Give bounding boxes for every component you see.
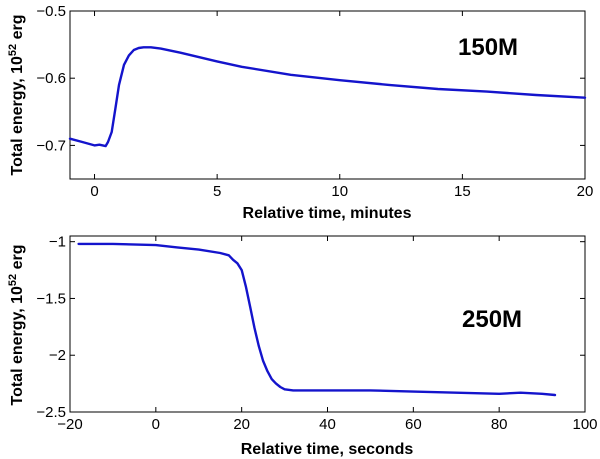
y-ticks-250m: −2.5 −2 −1.5 −1 <box>36 234 585 421</box>
y-tick-label: −0.5 <box>36 3 66 20</box>
y-axis-label-150m: Total energy, 1052 erg <box>7 14 26 175</box>
x-tick-label: 20 <box>233 416 250 433</box>
x-tick-label: 60 <box>405 416 422 433</box>
x-tick-label: 0 <box>152 416 160 433</box>
y-axis-label-main: Total energy, 10 <box>9 56 26 176</box>
x-axis-label-250m: Relative time, seconds <box>241 441 414 458</box>
x-tick-label: −20 <box>57 416 82 433</box>
series-group-250m <box>77 242 557 397</box>
y-axis-label-main: Total energy, 10 <box>9 286 26 406</box>
x-tick-label: 5 <box>213 183 221 200</box>
y-tick-label: −2.5 <box>36 404 66 421</box>
y-axis-label-superscript: 52 <box>7 44 19 56</box>
y-tick-label: −1.5 <box>36 290 66 307</box>
x-ticks-250m: −20 0 20 40 60 80 100 <box>57 236 598 433</box>
x-tick-label: 0 <box>90 183 98 200</box>
panel-150m: 0 5 10 15 20 −0.7 −0.6 −0.5 150M Relative time… <box>7 3 593 222</box>
series-group-150m <box>68 46 587 148</box>
y-axis-label-250m: Total energy, 1052 erg <box>7 244 26 405</box>
y-tick-label: −2 <box>49 347 66 364</box>
series-line-150m <box>68 46 587 148</box>
y-axis-label-superscript: 52 <box>7 274 19 286</box>
x-tick-label: 15 <box>454 183 471 200</box>
annotation-250m: 250M <box>462 306 522 333</box>
x-tick-label: 20 <box>577 183 594 200</box>
y-ticks-150m: −0.7 −0.6 −0.5 <box>36 3 585 154</box>
series-line-250m <box>77 242 557 397</box>
x-tick-label: 100 <box>572 416 597 433</box>
y-tick-label: −0.7 <box>36 137 66 154</box>
plot-frame-150m <box>69 10 586 180</box>
y-axis-label-unit: erg <box>9 14 26 43</box>
panel-250m: −20 0 20 40 60 80 100 −2.5 −2 −1.5 −1 250M Relati… <box>7 234 598 458</box>
annotation-150m: 150M <box>458 34 518 61</box>
x-tick-label: 40 <box>319 416 336 433</box>
x-axis-label-150m: Relative time, minutes <box>243 205 412 222</box>
x-ticks-150m: 0 5 10 15 20 <box>90 11 593 200</box>
x-tick-label: 10 <box>331 183 348 200</box>
y-tick-label: −1 <box>49 234 66 251</box>
y-tick-label: −0.6 <box>36 70 66 87</box>
x-tick-label: 80 <box>491 416 508 433</box>
y-axis-label-unit: erg <box>9 244 26 273</box>
